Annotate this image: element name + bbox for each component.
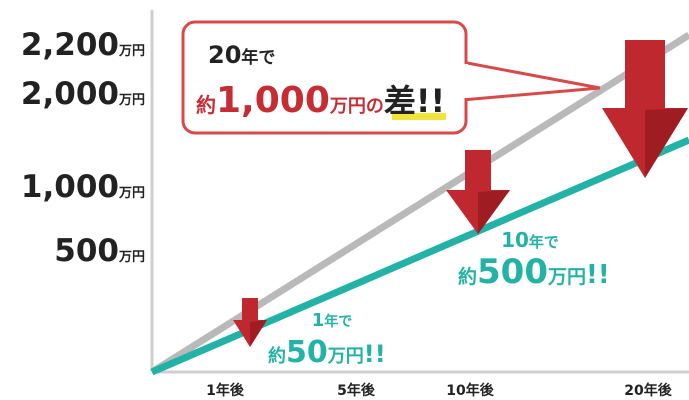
period-unit: 年で <box>529 233 559 251</box>
y-label: 1,000万円 <box>21 169 145 205</box>
amount: 500 <box>477 252 548 292</box>
callout-1-period: 1年で <box>312 310 353 331</box>
lower-line <box>150 136 689 376</box>
period-unit: 年で <box>324 313 352 330</box>
prefix: 約 <box>268 345 286 367</box>
prefix: 約 <box>196 93 216 117</box>
period-unit: 年で <box>241 47 275 68</box>
amount: 50 <box>286 335 328 370</box>
callout-10-period: 10年で <box>501 228 559 252</box>
word: 差 <box>384 82 416 120</box>
x-label: 10年後 <box>446 382 494 399</box>
unit: 万円 <box>327 346 364 367</box>
callout-amount: 約1,000万円の差!! <box>196 80 445 121</box>
period-number: 20 <box>208 41 241 69</box>
y-number: 1,000 <box>21 169 119 205</box>
y-unit: 万円 <box>118 186 145 201</box>
callout-box <box>181 20 601 135</box>
period-number: 1 <box>312 310 325 331</box>
y-number: 2,000 <box>21 76 119 112</box>
x-label: 5年後 <box>337 382 376 399</box>
unit: 万円 <box>547 266 586 288</box>
period-number: 10 <box>501 228 529 252</box>
x-label: 20年後 <box>624 382 672 399</box>
x-label: 1年後 <box>206 382 245 399</box>
y-label: 500万円 <box>54 233 145 269</box>
y-unit: 万円 <box>118 44 145 59</box>
y-unit: 万円 <box>118 93 145 108</box>
callout-period: 20年で <box>208 41 275 69</box>
amount: 1,000 <box>216 80 330 121</box>
arrow-small <box>233 298 267 347</box>
prefix: 約 <box>458 265 477 288</box>
callout-1-amount: 約50万円!! <box>268 335 386 370</box>
y-label: 2,000万円 <box>21 76 145 112</box>
unit: 万円の <box>329 96 384 117</box>
y-number: 2,200 <box>21 27 119 63</box>
exclaim: !! <box>416 82 445 120</box>
callout-10-amount: 約500万円!! <box>458 252 610 292</box>
y-unit: 万円 <box>118 250 145 265</box>
highlight <box>392 113 446 120</box>
arrow-medium <box>446 150 510 234</box>
upper-line <box>150 32 689 375</box>
exclaim: !! <box>364 340 386 368</box>
exclaim: !! <box>586 260 610 290</box>
arrow-large <box>602 40 688 178</box>
y-number: 500 <box>54 233 119 269</box>
y-label: 2,200万円 <box>21 27 145 63</box>
